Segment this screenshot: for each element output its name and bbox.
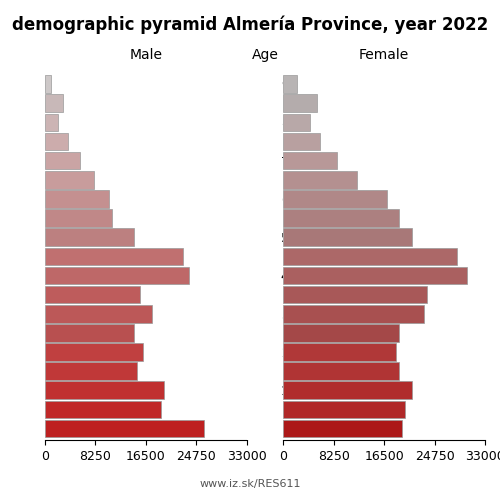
Bar bbox=[283, 286, 427, 304]
Text: www.iz.sk/RES611: www.iz.sk/RES611 bbox=[199, 480, 301, 490]
Bar bbox=[45, 190, 109, 208]
Bar bbox=[283, 382, 412, 399]
Bar bbox=[45, 382, 164, 399]
X-axis label: Female: Female bbox=[359, 48, 409, 62]
Bar bbox=[45, 362, 136, 380]
Bar bbox=[283, 94, 317, 112]
Bar bbox=[283, 420, 403, 438]
Bar bbox=[283, 171, 356, 188]
Bar bbox=[45, 305, 152, 322]
Bar bbox=[45, 94, 62, 112]
Bar bbox=[45, 210, 112, 227]
Bar bbox=[45, 152, 80, 170]
Bar bbox=[283, 132, 320, 150]
Text: demographic pyramid Almería Province, year 2022: demographic pyramid Almería Province, ye… bbox=[12, 15, 488, 34]
Bar bbox=[283, 266, 467, 284]
Bar bbox=[45, 400, 161, 418]
X-axis label: Male: Male bbox=[130, 48, 162, 62]
Bar bbox=[45, 343, 143, 361]
Bar bbox=[283, 228, 412, 246]
Bar bbox=[45, 248, 182, 265]
Bar bbox=[45, 132, 68, 150]
Bar bbox=[283, 362, 400, 380]
Bar bbox=[283, 76, 297, 93]
Bar bbox=[283, 248, 458, 265]
Bar bbox=[283, 324, 400, 342]
Bar bbox=[45, 114, 59, 131]
Bar bbox=[283, 152, 337, 170]
Bar bbox=[283, 114, 310, 131]
Bar bbox=[283, 210, 400, 227]
Bar bbox=[45, 171, 94, 188]
Bar bbox=[283, 400, 406, 418]
Bar bbox=[45, 420, 204, 438]
Bar bbox=[45, 228, 134, 246]
Bar bbox=[283, 343, 397, 361]
Bar bbox=[45, 76, 51, 93]
Bar bbox=[283, 190, 387, 208]
Bar bbox=[45, 286, 140, 304]
Bar bbox=[45, 324, 134, 342]
Bar bbox=[283, 305, 424, 322]
Bar bbox=[45, 266, 189, 284]
X-axis label: Age: Age bbox=[252, 48, 278, 62]
